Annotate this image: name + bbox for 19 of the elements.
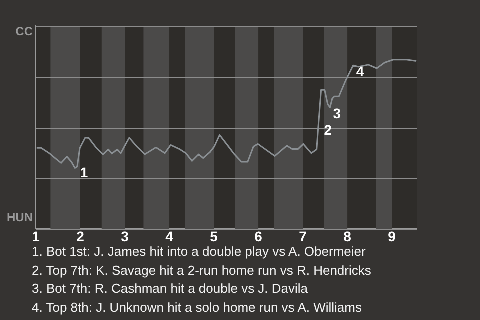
text: 1. Bot 1st: J. James hit into a double play vs A. Obermeier <box>32 243 367 261</box>
x-tick-label: 1 <box>32 228 40 244</box>
annotation: 1 <box>80 164 88 181</box>
x-tick-label: 4 <box>166 228 174 244</box>
text: 3. Bot 7th: R. Cashman hit a double vs J. Davila <box>32 280 310 298</box>
annotation: 2 <box>324 122 332 138</box>
x-tick-label: 3 <box>121 228 130 244</box>
x-tick-label: 7 <box>299 228 308 244</box>
x-tick-label: 9 <box>388 228 396 244</box>
annotation: 3 <box>333 105 342 122</box>
x-tick-label: 5 <box>210 228 218 244</box>
text: 4. Top 8th: J. Unknown hit a solo home run vs A. Williams <box>32 298 363 317</box>
text: CC <box>16 24 34 38</box>
x-tick-label: 2 <box>76 228 85 244</box>
annotation: 4 <box>356 63 364 80</box>
x-tick-label: 8 <box>344 228 352 244</box>
text: HUN <box>7 210 33 225</box>
x-tick-label: 6 <box>254 228 263 244</box>
text: 2. Top 7th: K. Savage hit a 2-run home run vs R. Hendricks <box>32 262 372 280</box>
